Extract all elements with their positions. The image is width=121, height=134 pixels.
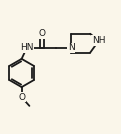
- Text: N: N: [68, 43, 75, 52]
- Text: NH: NH: [92, 36, 106, 45]
- Text: O: O: [38, 29, 45, 38]
- Text: O: O: [18, 93, 25, 102]
- Text: HN: HN: [20, 43, 34, 52]
